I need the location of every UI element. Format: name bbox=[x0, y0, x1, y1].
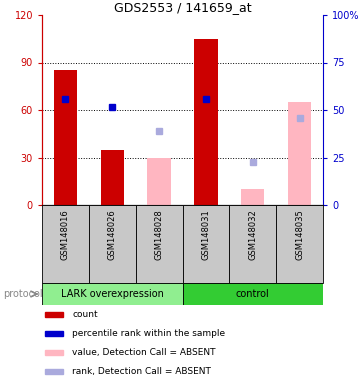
Bar bbox=[42, 205, 89, 283]
Text: protocol: protocol bbox=[4, 289, 43, 299]
Bar bbox=[89, 205, 136, 283]
Bar bbox=[147, 157, 171, 205]
Text: count: count bbox=[72, 310, 98, 319]
Text: rank, Detection Call = ABSENT: rank, Detection Call = ABSENT bbox=[72, 367, 211, 376]
Text: control: control bbox=[236, 289, 270, 299]
Bar bbox=[194, 39, 218, 205]
Text: GSM148032: GSM148032 bbox=[248, 209, 257, 260]
Text: LARK overexpression: LARK overexpression bbox=[61, 289, 164, 299]
Text: GSM148028: GSM148028 bbox=[155, 209, 164, 260]
Bar bbox=[183, 205, 229, 283]
Bar bbox=[136, 205, 183, 283]
Text: GSM148026: GSM148026 bbox=[108, 209, 117, 260]
Text: GSM148035: GSM148035 bbox=[295, 209, 304, 260]
Bar bbox=[45, 369, 63, 374]
Bar bbox=[101, 150, 124, 205]
Bar bbox=[276, 205, 323, 283]
Bar bbox=[183, 283, 323, 305]
Bar bbox=[45, 313, 63, 316]
Bar bbox=[42, 283, 183, 305]
Bar bbox=[241, 189, 265, 205]
Text: percentile rank within the sample: percentile rank within the sample bbox=[72, 329, 225, 338]
Title: GDS2553 / 141659_at: GDS2553 / 141659_at bbox=[114, 1, 251, 14]
Bar bbox=[288, 102, 311, 205]
Text: GSM148016: GSM148016 bbox=[61, 209, 70, 260]
Bar bbox=[45, 331, 63, 336]
Bar bbox=[229, 205, 276, 283]
Text: value, Detection Call = ABSENT: value, Detection Call = ABSENT bbox=[72, 348, 216, 357]
Text: GSM148031: GSM148031 bbox=[201, 209, 210, 260]
Bar bbox=[45, 351, 63, 354]
Bar bbox=[54, 70, 77, 205]
